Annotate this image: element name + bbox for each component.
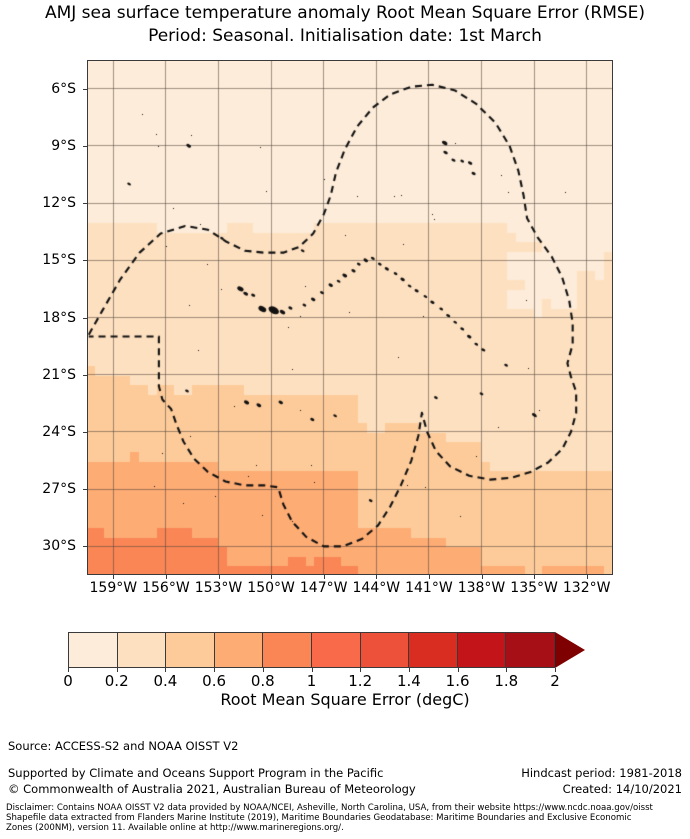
x-axis-tick-mark [165, 575, 167, 579]
x-axis-tick-label: 138°W [457, 580, 506, 596]
x-axis-tick-mark [323, 575, 325, 579]
y-axis-tick-label: 21°S [42, 366, 76, 383]
y-axis-tick-mark [83, 203, 87, 205]
x-axis-tick-mark [586, 575, 588, 579]
hindcast-period-text: Hindcast period: 1981-2018 [521, 766, 682, 780]
y-axis-tick-mark [83, 374, 87, 376]
colorbar-tick-label: 0.2 [104, 672, 129, 690]
colorbar-band-3 [214, 633, 264, 667]
y-axis-tick-label: 6°S [51, 80, 76, 97]
y-axis-tick-label: 27°S [42, 481, 76, 498]
colorbar-tick-mark [165, 668, 167, 672]
y-axis-tick-label: 12°S [42, 195, 76, 212]
x-axis-tick-mark [113, 575, 115, 579]
colorbar-tick-label: 0.8 [250, 672, 275, 690]
y-axis-tick-label: 15°S [42, 252, 76, 269]
copyright-text: © Commonwealth of Australia 2021, Austra… [8, 782, 416, 796]
disclaimer-line-2: Shapefile data extracted from Flanders M… [6, 813, 632, 823]
chart-title-block: AMJ sea surface temperature anomaly Root… [0, 0, 690, 48]
y-axis-tick-mark [83, 145, 87, 147]
coastline-eez-layer [87, 60, 613, 575]
x-axis-tick-label: 135°W [510, 580, 558, 596]
colorbar-band-8 [457, 633, 507, 667]
x-axis-tick-label: 141°W [405, 580, 453, 596]
colorbar-tick-mark [68, 668, 69, 672]
chart-title-line-2: Period: Seasonal. Initialisation date: 1… [148, 26, 542, 46]
y-axis-tick-label: 9°S [51, 137, 76, 154]
colorbar-tick-mark [506, 668, 508, 672]
colorbar-band-1 [117, 633, 167, 667]
x-axis-tick-label: 156°W [142, 580, 190, 596]
x-axis-tick-mark [481, 575, 483, 579]
colorbar-band-6 [360, 633, 410, 667]
x-axis-tick-mark [271, 575, 273, 579]
y-axis-tick-mark [83, 431, 87, 433]
colorbar-tick-label: 0 [63, 672, 73, 690]
colorbar-band-7 [409, 633, 458, 667]
colorbar-tick-mark [116, 668, 118, 672]
y-axis-tick-label: 24°S [42, 423, 76, 440]
colorbar-block: 0 0.2 0.4 0.6 0.8 1 1.2 1.4 1.6 1.8 2 Root Mean Sq… [0, 628, 690, 718]
colorbar-tick-mark [457, 668, 459, 672]
colorbar-tick-label: 0.4 [153, 672, 178, 690]
chart-title-line-1: AMJ sea surface temperature anomaly Root… [44, 3, 646, 23]
colorbar-tick-label: 1 [306, 672, 317, 690]
x-axis-tick-mark [376, 575, 378, 579]
y-axis-tick-mark [83, 317, 87, 319]
colorbar-tick-mark [408, 668, 410, 672]
x-axis-tick-label: 144°W [352, 580, 401, 596]
x-axis-tick-label: 147°W [299, 580, 348, 596]
colorbar-tick-label: 2 [550, 672, 560, 690]
colorbar-band-9 [506, 633, 554, 667]
map-raster-canvas [87, 60, 613, 575]
disclaimer-line-1: Disclaimer: Contains NOAA OISST V2 data … [6, 803, 653, 813]
colorbar-extend-arrow [555, 632, 585, 668]
colorbar-tick-label: 1.2 [348, 672, 373, 690]
colorbar-band-2 [166, 633, 215, 667]
x-axis-tick-mark [534, 575, 536, 579]
colorbar-band-0 [69, 633, 118, 667]
x-axis-tick-mark [218, 575, 220, 579]
y-axis-tick-label: 18°S [42, 309, 76, 326]
colorbar-tick-mark [214, 668, 216, 672]
map-figure [87, 60, 613, 575]
colorbar-tick-mark [311, 668, 313, 672]
colorbar-tick-label: 0.6 [202, 672, 227, 690]
x-axis-tick-label: 153°W [194, 580, 243, 596]
colorbar-tick-label: 1.8 [494, 672, 519, 690]
colorbar-tick-label: 1.6 [445, 672, 470, 690]
colorbar-band-4 [263, 633, 312, 667]
y-axis-tick-mark [83, 489, 87, 491]
colorbar-tick-mark [555, 668, 556, 672]
colorbar-band-5 [311, 633, 361, 667]
y-axis-tick-mark [83, 88, 87, 90]
supported-by-text: Supported by Climate and Oceans Support … [8, 766, 384, 780]
y-axis-tick-label: 30°S [42, 538, 76, 555]
disclaimer-block: Disclaimer: Contains NOAA OISST V2 data … [6, 803, 690, 833]
colorbar-tick-mark [262, 668, 264, 672]
x-axis-tick-label: 159°W [89, 580, 138, 596]
x-axis-tick-mark [428, 575, 430, 579]
y-axis-tick-mark [83, 260, 87, 262]
x-axis-tick-label: 150°W [247, 580, 295, 596]
colorbar-axis-label: Root Mean Square Error (degC) [220, 690, 470, 709]
created-date-text: Created: 14/10/2021 [562, 782, 682, 796]
disclaimer-line-3: Zones (200NM), version 11. Available onl… [6, 823, 344, 833]
colorbar-tick-mark [360, 668, 362, 672]
colorbar-gradient [68, 632, 555, 668]
source-text: Source: ACCESS-S2 and NOAA OISST V2 [8, 739, 239, 753]
x-axis-tick-label: 132°W [562, 580, 611, 596]
y-axis-tick-mark [83, 546, 87, 548]
colorbar-tick-label: 1.4 [396, 672, 421, 690]
